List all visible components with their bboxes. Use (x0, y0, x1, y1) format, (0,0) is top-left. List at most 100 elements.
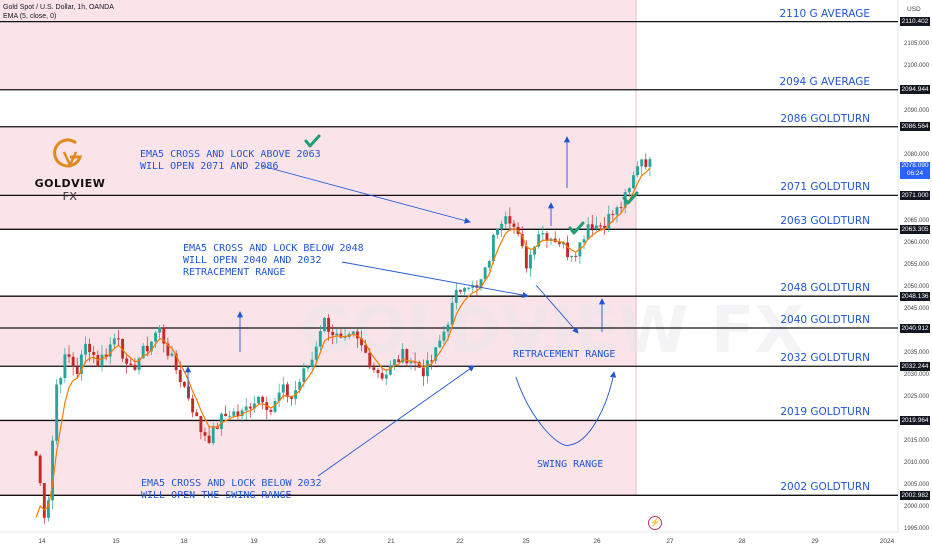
level-label: 2063 GOLDTURN (780, 215, 870, 228)
y-tick-label: 2090.000 (904, 107, 930, 114)
zone-band (0, 0, 636, 90)
level-price-tag: 2002.982 (900, 490, 930, 500)
candle-body (364, 345, 368, 353)
candle-body (232, 411, 236, 416)
candle-body (252, 403, 256, 409)
retracement-range-label: RETRACEMENT RANGE (513, 349, 616, 360)
candle-body (203, 432, 207, 436)
price-axis[interactable] (898, 0, 932, 550)
candle-body (133, 364, 137, 370)
candle-body (491, 234, 495, 262)
candle-body (541, 233, 545, 235)
candle-body (327, 317, 331, 332)
candle-body (401, 349, 405, 363)
candle-body (257, 396, 260, 404)
candle-body (100, 354, 104, 367)
annotation-line: EMA5 CROSS AND LOCK BELOW 2048 (183, 243, 364, 254)
candle-body (504, 216, 508, 224)
candle-body (38, 455, 42, 484)
candle-body (55, 384, 59, 441)
candle-body (355, 331, 359, 339)
level-label: 2040 GOLDTURN (780, 314, 870, 327)
candle-body (129, 363, 133, 365)
candle-body (594, 225, 598, 229)
y-tick-label: 2010.000 (904, 460, 930, 467)
arrow-to-breakout (261, 165, 471, 224)
candle-body (467, 287, 471, 289)
candle-body (512, 223, 516, 227)
arrow-to-swing (317, 365, 475, 477)
x-tick-label: 26 (593, 538, 601, 545)
candle-body (211, 426, 215, 444)
y-tick-label: 2035.000 (904, 350, 930, 357)
level-price-tag: 2032.244 (900, 361, 930, 371)
x-tick-label: 14 (38, 538, 46, 545)
annotation-line: EMA5 CROSS AND LOCK BELOW 2032 (141, 478, 322, 489)
y-tick-label: 2060.000 (904, 239, 930, 246)
zone-band (0, 420, 636, 496)
candle-body (281, 384, 285, 393)
candles[interactable] (34, 153, 652, 524)
current-price: 2078.090 (901, 162, 929, 169)
level-label: 2002 GOLDTURN (780, 481, 870, 494)
currency-label[interactable]: USD (907, 6, 921, 13)
level-label: 2086 GOLDTURN (780, 112, 870, 125)
candle-body (191, 398, 195, 413)
indicator-label[interactable]: EMA (5, close, 0) (3, 13, 57, 20)
ema-line (35, 167, 651, 518)
check-icon (568, 221, 585, 235)
x-tick-label: 21 (387, 538, 395, 545)
candle-body (384, 374, 388, 379)
candle-body (343, 336, 347, 338)
candle-body (314, 346, 318, 360)
x-tick-label: 20 (318, 538, 326, 545)
candle-body (310, 359, 314, 367)
candle-body (500, 223, 504, 230)
y-tick-label: 2100.000 (904, 63, 930, 70)
arrow-to-retracement (535, 284, 579, 334)
goldview-logo: GOLDVIEW FX (30, 135, 110, 203)
candle-body (409, 361, 413, 364)
candle-body (586, 224, 590, 240)
annotation-lock-above-2063: EMA5 CROSS AND LOCK ABOVE 2063 WILL OPEN… (140, 149, 321, 173)
candle-body (611, 214, 615, 216)
candle-body (632, 175, 635, 189)
y-tick-label: 2000.000 (904, 504, 930, 511)
check-icon (622, 191, 639, 205)
candle-body (182, 382, 186, 387)
candle-body (141, 345, 145, 359)
candle-body (42, 483, 46, 518)
candle-body (590, 224, 594, 229)
level-label: 2032 GOLDTURN (780, 352, 870, 365)
candle-body (59, 378, 63, 385)
candle-body (438, 340, 442, 348)
x-tick-label: 25 (522, 538, 530, 545)
candle-body (487, 261, 491, 268)
level-price-tag: 2094.944 (900, 85, 930, 95)
candle-body (397, 359, 401, 363)
candle-body (376, 370, 380, 374)
candle-body (166, 343, 170, 356)
annotation-line: RETRACEMENT RANGE (183, 267, 286, 278)
candle-body (557, 242, 561, 245)
candle-body (46, 500, 50, 518)
candle-body (417, 362, 421, 368)
candle-body (458, 289, 462, 292)
lightning-icon[interactable]: ⚡ (648, 516, 662, 530)
candle-body (63, 354, 67, 379)
current-price-tag[interactable]: 2078.090 06:24 (900, 162, 930, 179)
x-tick-label: 27 (666, 538, 674, 545)
level-price-tag: 2071.000 (900, 190, 930, 200)
candle-body (108, 344, 112, 357)
y-tick-label: 2005.000 (904, 482, 930, 489)
logo-text: GOLDVIEW FX (30, 177, 110, 203)
candle-body (92, 352, 96, 355)
bar-countdown: 06:24 (906, 170, 924, 177)
candle-body (368, 352, 372, 368)
level-price-tag: 2040.912 (900, 323, 930, 333)
zone-band (0, 195, 636, 230)
annotation-line: WILL OPEN 2040 AND 2032 (183, 255, 322, 266)
chart-title: Gold Spot / U.S. Dollar, 1h, OANDA (3, 4, 114, 11)
candle-body (149, 341, 153, 352)
